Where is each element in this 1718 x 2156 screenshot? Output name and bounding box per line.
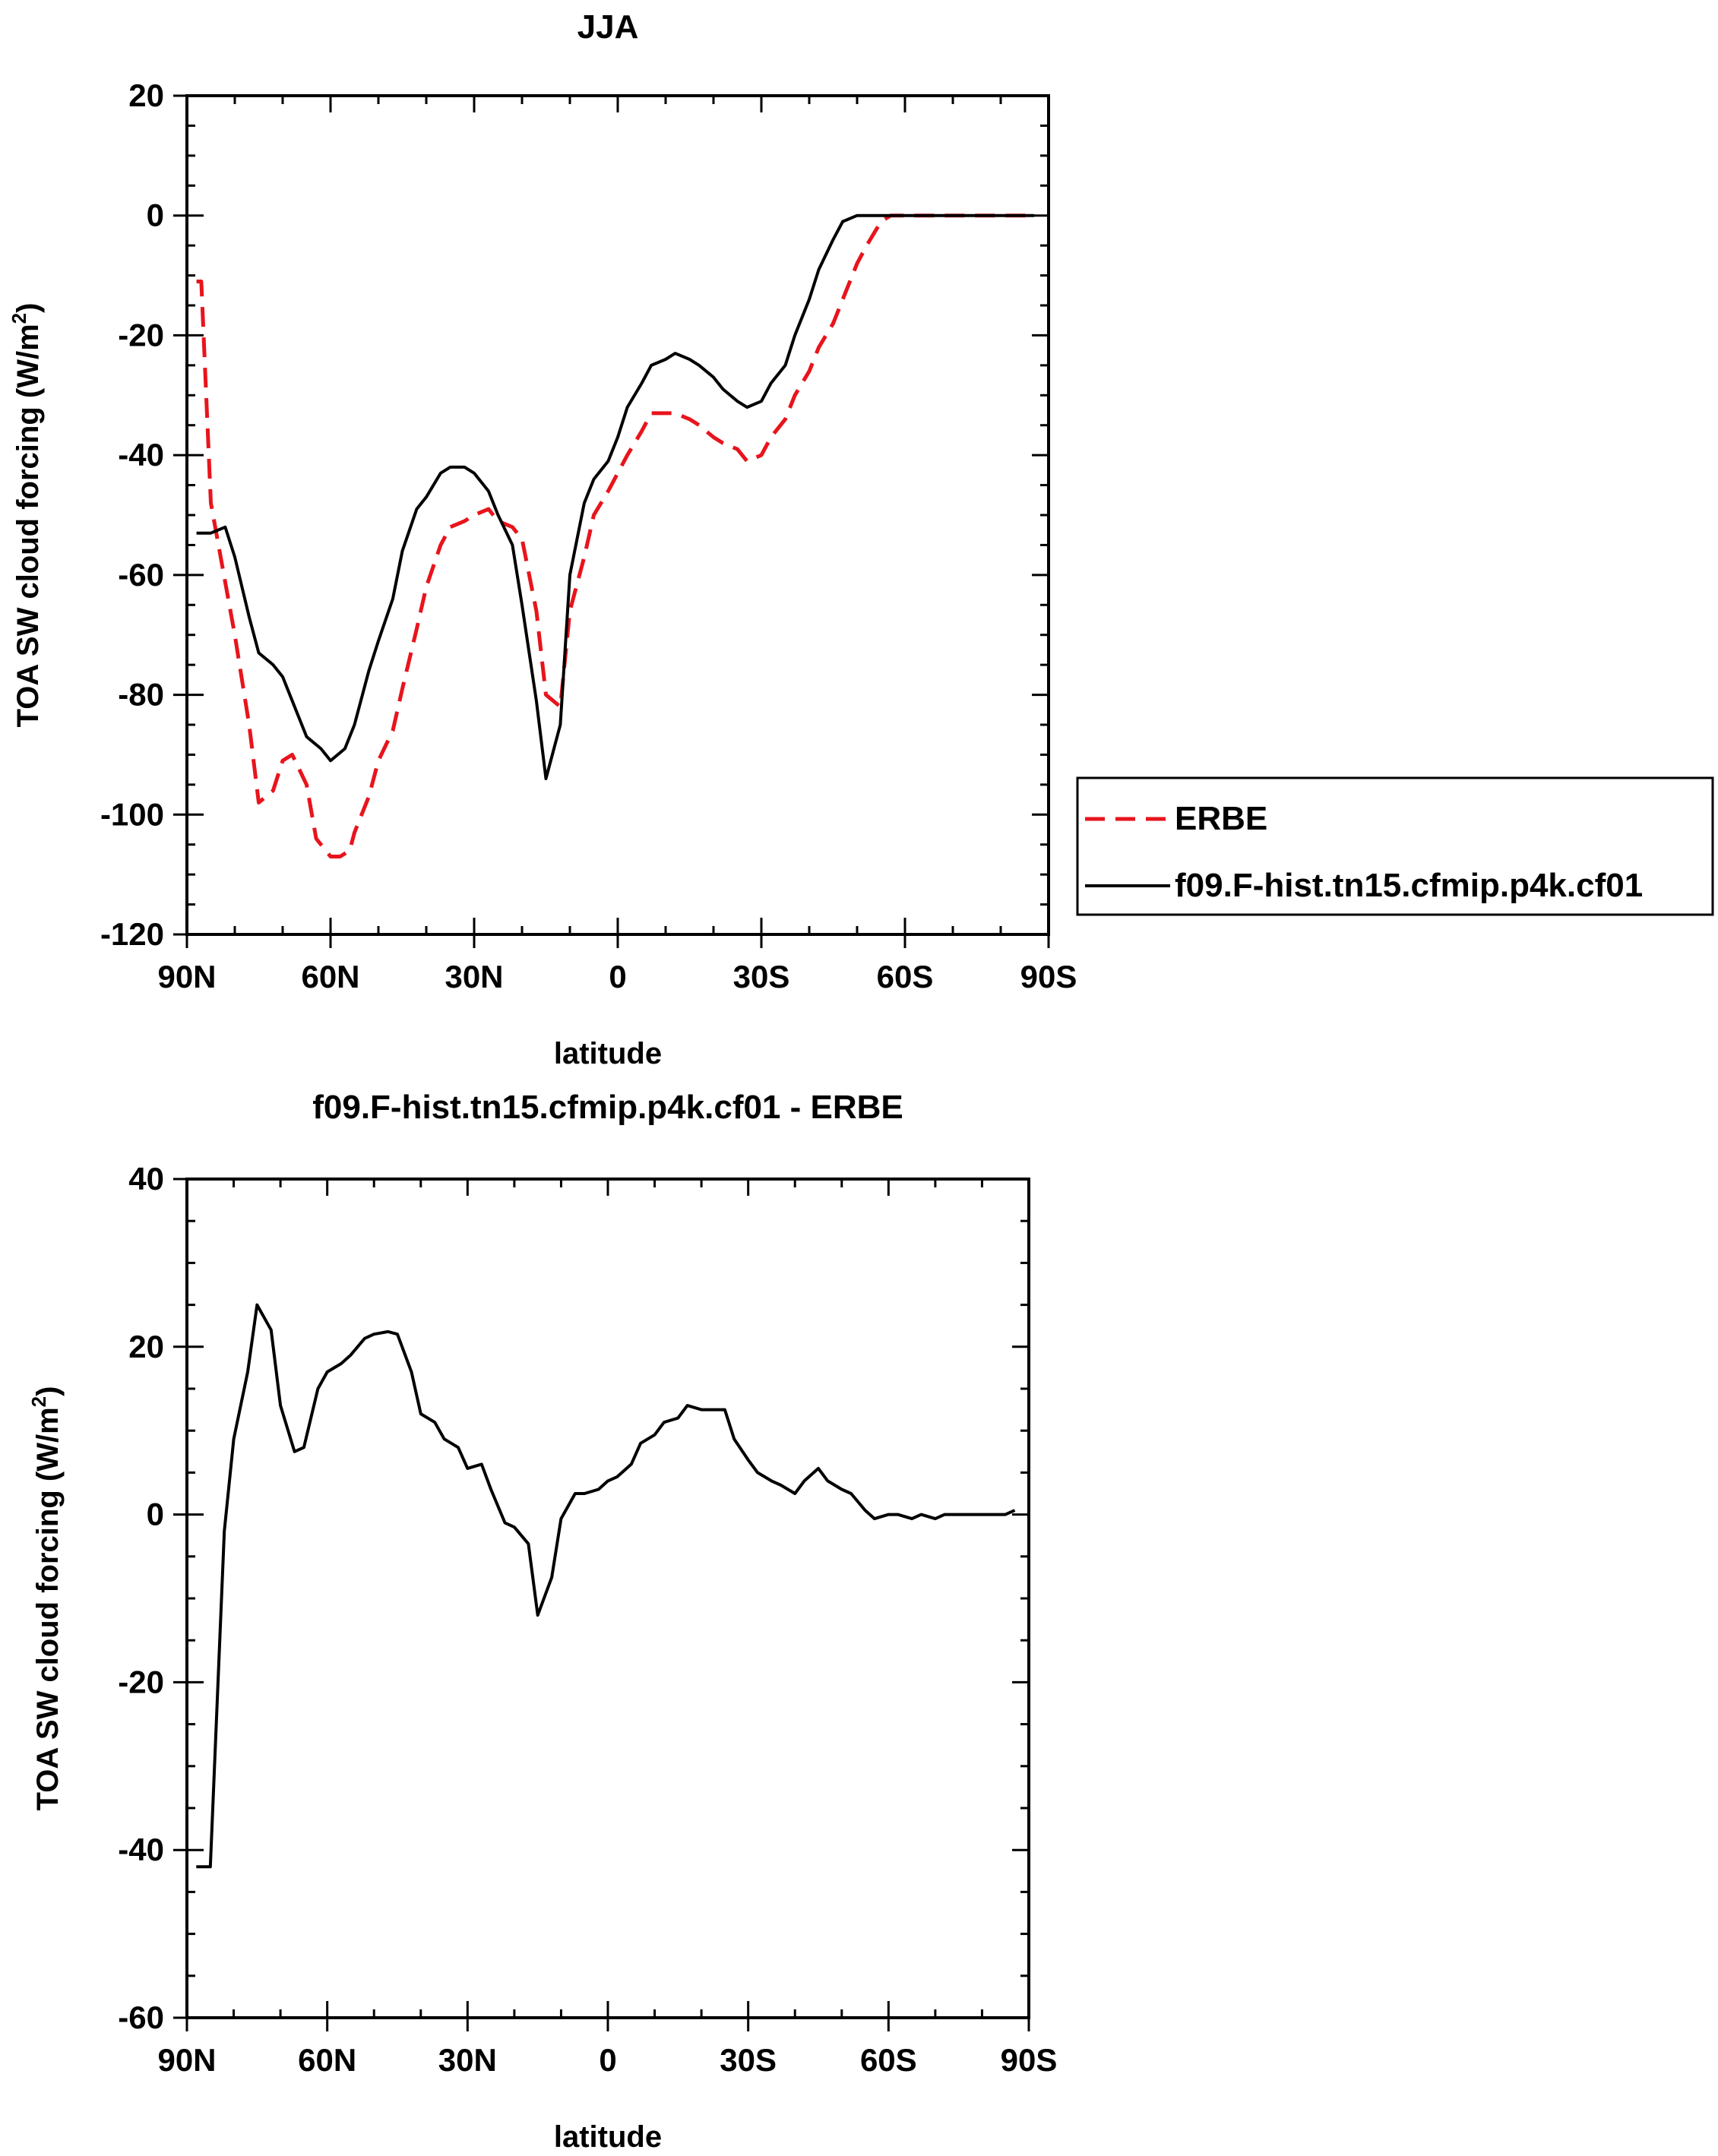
top-series-line-model: [196, 213, 1035, 780]
bottom-y-tick-label: 40: [128, 1161, 164, 1197]
bottom-x-tick-label: 30N: [438, 2042, 497, 2078]
bottom-y-tick-label: 20: [128, 1329, 164, 1364]
top-y-tick-label: -100: [100, 796, 164, 832]
bottom-y-tick-label: -20: [118, 1664, 164, 1699]
top-x-tick-label: 60N: [301, 959, 359, 994]
bottom-chart-title: f09.F-hist.tn15.cfmip.p4k.cf01 - ERBE: [312, 1089, 903, 1126]
legend-erbe-label: ERBE: [1175, 800, 1267, 837]
top-y-tick-label: -20: [118, 317, 164, 352]
bottom-x-tick-label: 90S: [1001, 2042, 1058, 2078]
bottom-x-tick-label: 90N: [157, 2042, 216, 2078]
bottom-x-tick-label: 60N: [298, 2042, 356, 2078]
top-y-tick-label: -60: [118, 557, 164, 593]
top-series: [196, 213, 1035, 858]
top-y-tick-label: -40: [118, 437, 164, 473]
top-x-tick-label: 0: [609, 959, 626, 994]
bottom-x-tick-label: 60S: [860, 2042, 917, 2078]
legend-model-label: f09.F-hist.tn15.cfmip.p4k.cf01: [1175, 867, 1643, 904]
legend: ERBE f09.F-hist.tn15.cfmip.p4k.cf01: [1076, 776, 1714, 916]
bottom-x-tick-label: 30S: [720, 2042, 777, 2078]
top-y-tick-label: -80: [118, 677, 164, 713]
top-x-axis-label: latitude: [554, 1037, 662, 1070]
top-x-tick-label: 60S: [877, 959, 934, 994]
top-x-tick-label: 30N: [445, 959, 503, 994]
top-y-tick-label: 20: [128, 77, 164, 113]
top-y-tick-label: -120: [100, 916, 164, 952]
top-x-tick-label: 90S: [1020, 959, 1077, 994]
bottom-y-axis: 40 20 0 -20 -40 -60: [118, 1161, 1029, 2035]
top-x-tick-label: 30S: [733, 959, 790, 994]
bottom-y-tick-label: -40: [118, 1832, 164, 1867]
bottom-y-axis-label: TOA SW cloud forcing (W/m2): [27, 1386, 65, 1811]
top-series-line-erbe: [196, 213, 1035, 858]
top-chart: JJA 20 0 -20 -40 -60 -80 -100 -120 90N 60N 30N 0 30…: [8, 8, 1714, 1070]
legend-box: [1076, 776, 1714, 916]
bottom-x-axis-label: latitude: [554, 2120, 662, 2154]
top-x-axis: 90N 60N 30N 0 30S 60S 90S: [157, 96, 1077, 994]
bottom-chart: f09.F-hist.tn15.cfmip.p4k.cf01 - ERBE 40…: [27, 1089, 1057, 2154]
bottom-y-tick-label: 0: [147, 1497, 164, 1532]
top-y-axis: 20 0 -20 -40 -60 -80 -100 -120: [100, 77, 1049, 952]
top-chart-title: JJA: [577, 8, 639, 46]
bottom-plot-frame: [185, 1178, 1030, 2019]
bottom-x-tick-label: 0: [599, 2042, 616, 2078]
bottom-y-tick-label: -60: [118, 2000, 164, 2035]
bottom-series: [196, 1303, 1016, 1869]
bottom-x-axis: 90N 60N 30N 0 30S 60S 90S: [157, 1179, 1057, 2078]
top-y-tick-label: 0: [147, 198, 164, 233]
top-x-tick-label: 90N: [157, 959, 216, 994]
top-y-axis-label: TOA SW cloud forcing (W/m2): [8, 303, 45, 728]
bottom-series-line-model: [196, 1303, 1016, 1869]
top-plot-frame: [185, 94, 1050, 936]
